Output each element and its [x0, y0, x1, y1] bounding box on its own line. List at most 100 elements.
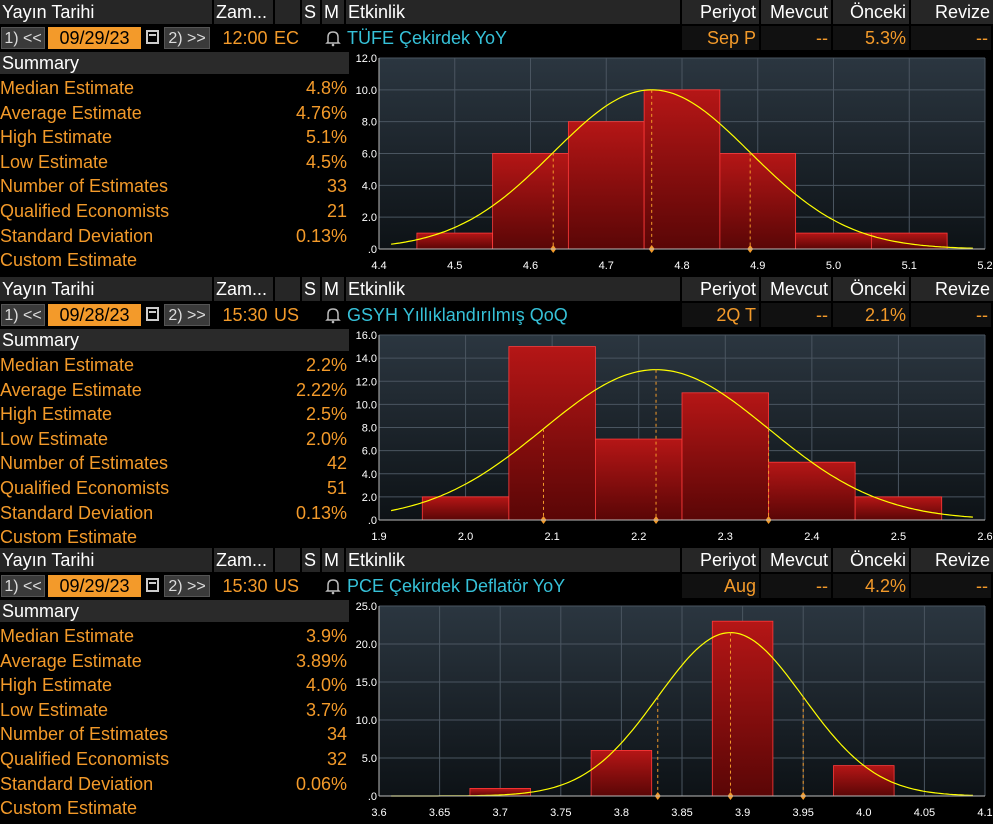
column-header-event[interactable]: Etkinlik	[346, 277, 680, 301]
event-actual: --	[761, 574, 831, 598]
column-header-date[interactable]: Yayın Tarihi	[0, 548, 212, 572]
next-date-button[interactable]: 2) >>	[164, 304, 210, 326]
x-tick-label: 3.75	[550, 807, 571, 819]
event-name-link[interactable]: PCE Çekirdek Deflatör YoY	[347, 574, 680, 598]
summary-label: Median Estimate	[0, 626, 135, 646]
column-header-period[interactable]: Periyot	[682, 277, 759, 301]
column-header-m[interactable]: M	[322, 548, 344, 572]
prev-date-button[interactable]: 1) <<	[1, 304, 45, 326]
column-header-actual[interactable]: Mevcut	[761, 277, 831, 301]
histogram-chart: 4.4 4.5 4.6 4.7 4.8 4.9 5.0 5.1 5.2 .0 2.0 4.0 6.0 8.…	[356, 53, 993, 272]
normal-curve	[391, 89, 973, 249]
estimate-panel: Yayın Tarihi Zam... S M Etkinlik Periyot Mevcu…	[0, 548, 993, 824]
summary-row: Standard Deviation 0.13%	[0, 224, 349, 248]
summary-value: 4.76%	[295, 102, 347, 123]
column-header-revised[interactable]: Revize	[911, 548, 993, 572]
histogram-bar	[590, 749, 653, 797]
x-tick-label: 5.2	[977, 260, 992, 272]
y-tick-label: 8.0	[362, 423, 377, 435]
column-header-date[interactable]: Yayın Tarihi	[0, 277, 212, 301]
date-field[interactable]: 09/29/23	[48, 575, 141, 597]
summary-value: 21	[326, 201, 347, 221]
column-header-row: Yayın Tarihi Zam... S M Etkinlik Periyot Mevcu…	[0, 548, 993, 572]
calendar-icon[interactable]	[146, 578, 159, 592]
event-country: EC	[274, 26, 304, 50]
summary-row: Custom Estimate	[0, 525, 349, 549]
next-date-button[interactable]: 2) >>	[164, 575, 210, 597]
prev-date-button[interactable]: 1) <<	[1, 27, 45, 49]
column-header-prior[interactable]: Önceki	[833, 0, 909, 24]
summary-value: 42	[326, 453, 347, 474]
event-row: 1) << 09/29/23 2) >> 15:30 US PCE Çekirdek De…	[0, 574, 993, 598]
column-header-date[interactable]: Yayın Tarihi	[0, 0, 212, 24]
column-header-prior[interactable]: Önceki	[833, 277, 909, 301]
summary-row: Custom Estimate	[0, 248, 349, 272]
calendar-icon[interactable]	[146, 30, 159, 44]
column-header-prior[interactable]: Önceki	[833, 548, 909, 572]
x-tick-label: 4.7	[599, 260, 614, 272]
event-actual: --	[761, 26, 831, 50]
date-field[interactable]: 09/29/23	[48, 27, 141, 49]
column-header-s[interactable]: S	[302, 0, 320, 24]
y-tick-label: 2.0	[362, 492, 377, 504]
summary-table: Summary Median Estimate 3.9% Average Estima…	[0, 600, 349, 824]
calendar-icon[interactable]	[146, 307, 159, 321]
column-header-event[interactable]: Etkinlik	[346, 548, 680, 572]
summary-value: 0.13%	[295, 502, 347, 523]
column-header-s[interactable]: S	[302, 277, 320, 301]
summary-value: 4.8%	[305, 78, 347, 98]
column-header-spacer	[275, 277, 300, 301]
column-header-period[interactable]: Periyot	[682, 0, 759, 24]
alert-bell-icon[interactable]	[324, 306, 342, 324]
summary-row: Low Estimate 2.0%	[0, 427, 349, 451]
y-tick-label: 4.0	[362, 469, 377, 481]
summary-label: Standard Deviation	[0, 502, 154, 523]
event-name-link[interactable]: TÜFE Çekirdek YoY	[347, 26, 680, 50]
event-time: 15:30	[218, 303, 272, 327]
alert-bell-icon[interactable]	[324, 29, 342, 47]
summary-label: Low Estimate	[0, 428, 109, 449]
date-field[interactable]: 09/28/23	[48, 304, 141, 326]
column-header-m[interactable]: M	[322, 277, 344, 301]
event-period: Sep P	[682, 26, 759, 50]
summary-label: Average Estimate	[0, 379, 142, 400]
event-revised: --	[911, 574, 991, 598]
summary-value: 3.7%	[305, 699, 347, 720]
summary-value: 3.9%	[305, 626, 347, 646]
column-header-revised[interactable]: Revize	[911, 277, 993, 301]
x-tick-label: 1.9	[371, 531, 386, 543]
y-tick-label: 2.0	[362, 212, 377, 224]
column-header-s[interactable]: S	[302, 548, 320, 572]
x-tick-label: 2.3	[718, 531, 733, 543]
column-header-event[interactable]: Etkinlik	[346, 0, 680, 24]
summary-row: Qualified Economists 51	[0, 476, 349, 500]
summary-row: Number of Estimates 34	[0, 722, 349, 746]
column-header-actual[interactable]: Mevcut	[761, 0, 831, 24]
x-tick-label: 3.85	[671, 807, 692, 819]
summary-title: Summary	[0, 329, 349, 351]
column-header-actual[interactable]: Mevcut	[761, 548, 831, 572]
y-tick-label: 12.0	[356, 376, 377, 388]
column-header-time[interactable]: Zam...	[214, 548, 273, 572]
normal-curve	[391, 631, 973, 797]
summary-table: Summary Median Estimate 4.8% Average Estima…	[0, 52, 349, 277]
column-header-time[interactable]: Zam...	[214, 0, 273, 24]
y-tick-label: 6.0	[362, 446, 377, 458]
summary-label: Number of Estimates	[0, 176, 169, 197]
histogram-bar	[768, 461, 856, 521]
prev-date-button[interactable]: 1) <<	[1, 575, 45, 597]
x-tick-label: 2.5	[891, 531, 906, 543]
column-header-period[interactable]: Periyot	[682, 548, 759, 572]
histogram-bar	[795, 232, 872, 250]
histogram-bar	[643, 89, 721, 250]
histogram-bar	[719, 153, 797, 250]
histogram-bar	[681, 392, 769, 521]
alert-bell-icon[interactable]	[324, 577, 342, 595]
event-name-link[interactable]: GSYH Yıllıklandırılmış QoQ	[347, 303, 680, 327]
summary-label: Low Estimate	[0, 151, 109, 172]
column-header-time[interactable]: Zam...	[214, 277, 273, 301]
column-header-m[interactable]: M	[322, 0, 344, 24]
histogram-bar	[854, 496, 943, 521]
next-date-button[interactable]: 2) >>	[164, 27, 210, 49]
column-header-revised[interactable]: Revize	[911, 0, 993, 24]
